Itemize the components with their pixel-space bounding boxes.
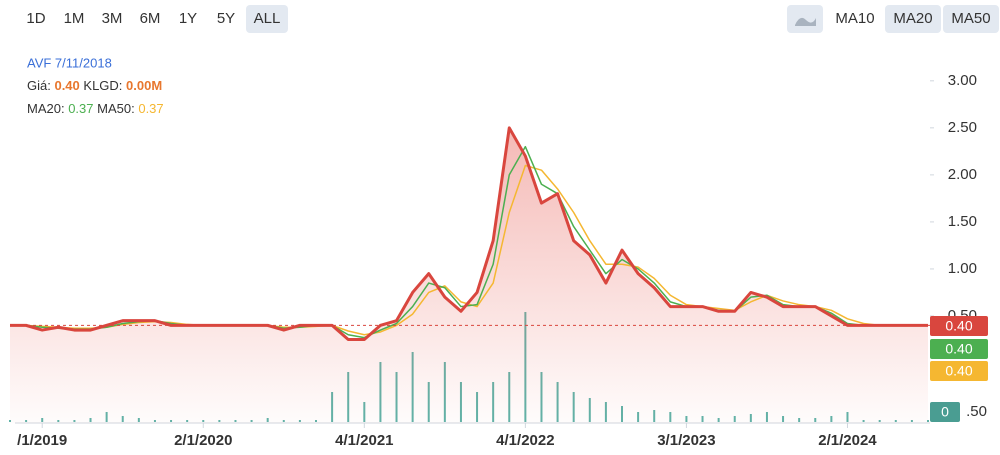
button-bg bbox=[246, 5, 288, 33]
range-button[interactable]: 5Y bbox=[217, 10, 235, 27]
x-tick-label: /1/2019 bbox=[17, 432, 67, 449]
ma50-label: MA50: bbox=[97, 101, 135, 116]
x-tick-label: 3/1/2023 bbox=[657, 432, 715, 449]
y2-tick-label: .50 bbox=[966, 403, 987, 420]
chart-type-icon bbox=[795, 17, 816, 26]
toolbar: 1D 1M 3M 6M 1Y 5Y ALL MA10 MA20 MA50 bbox=[26, 5, 999, 33]
price-value: 0.40 bbox=[54, 78, 79, 93]
volume-label: KLGD: bbox=[83, 78, 122, 93]
range-button[interactable]: 1M bbox=[64, 10, 85, 27]
x-tick-label: 4/1/2021 bbox=[335, 432, 393, 449]
range-button[interactable]: 1Y bbox=[179, 10, 197, 27]
ma20-value: 0.37 bbox=[68, 101, 93, 116]
last-value-badge bbox=[930, 316, 988, 336]
ma50-value: 0.37 bbox=[138, 101, 163, 116]
last-value-badge bbox=[930, 339, 988, 359]
y-tick-label: 1.00 bbox=[948, 260, 977, 277]
ma-line: MA20: 0.37 MA50: 0.37 bbox=[27, 101, 164, 116]
range-button[interactable]: 6M bbox=[140, 10, 161, 27]
info-line: Giá: 0.40 KLGD: 0.00M bbox=[27, 78, 162, 93]
last-value-label: 0.40 bbox=[945, 363, 972, 379]
range-button[interactable]: ALL bbox=[254, 10, 281, 27]
ma20-label: MA20: bbox=[27, 101, 65, 116]
y-tick-label: 3.00 bbox=[948, 72, 977, 89]
ma-button[interactable]: MA50 bbox=[951, 10, 990, 27]
x-tick-label: 2/1/2020 bbox=[174, 432, 232, 449]
x-tick-label: 2/1/2024 bbox=[818, 432, 877, 449]
button-bg bbox=[885, 5, 941, 33]
last-value-label: 0.40 bbox=[945, 341, 972, 357]
ma-button[interactable]: MA10 bbox=[835, 10, 874, 27]
price-label: Giá: bbox=[27, 78, 51, 93]
last-value-badge bbox=[930, 402, 960, 422]
price-area bbox=[10, 127, 928, 423]
button-bg bbox=[943, 5, 999, 33]
y-tick-label: 2.50 bbox=[948, 119, 977, 136]
range-button[interactable]: 1D bbox=[26, 10, 45, 27]
chart-type-button[interactable] bbox=[787, 5, 823, 33]
plot: 0.501.001.502.002.503.00.50/1/2019 2/1/20… bbox=[9, 72, 988, 449]
last-value-badge bbox=[930, 361, 988, 381]
range-button[interactable]: 3M bbox=[102, 10, 123, 27]
ma-button[interactable]: MA20 bbox=[893, 10, 932, 27]
price-line bbox=[10, 126, 928, 341]
last-value-label: 0.40 bbox=[945, 318, 972, 334]
y-tick-label: 2.00 bbox=[948, 166, 977, 183]
volume-value: 0.00M bbox=[126, 78, 162, 93]
x-tick-label: 4/1/2022 bbox=[496, 432, 554, 449]
symbol-date: AVF 7/11/2018 bbox=[27, 55, 112, 70]
y-tick-label: 1.50 bbox=[948, 213, 977, 230]
info-panel: AVF 7/11/2018 Giá: 0.40 KLGD: 0.00M MA20… bbox=[27, 55, 164, 116]
last-value-label: 0 bbox=[941, 404, 949, 420]
